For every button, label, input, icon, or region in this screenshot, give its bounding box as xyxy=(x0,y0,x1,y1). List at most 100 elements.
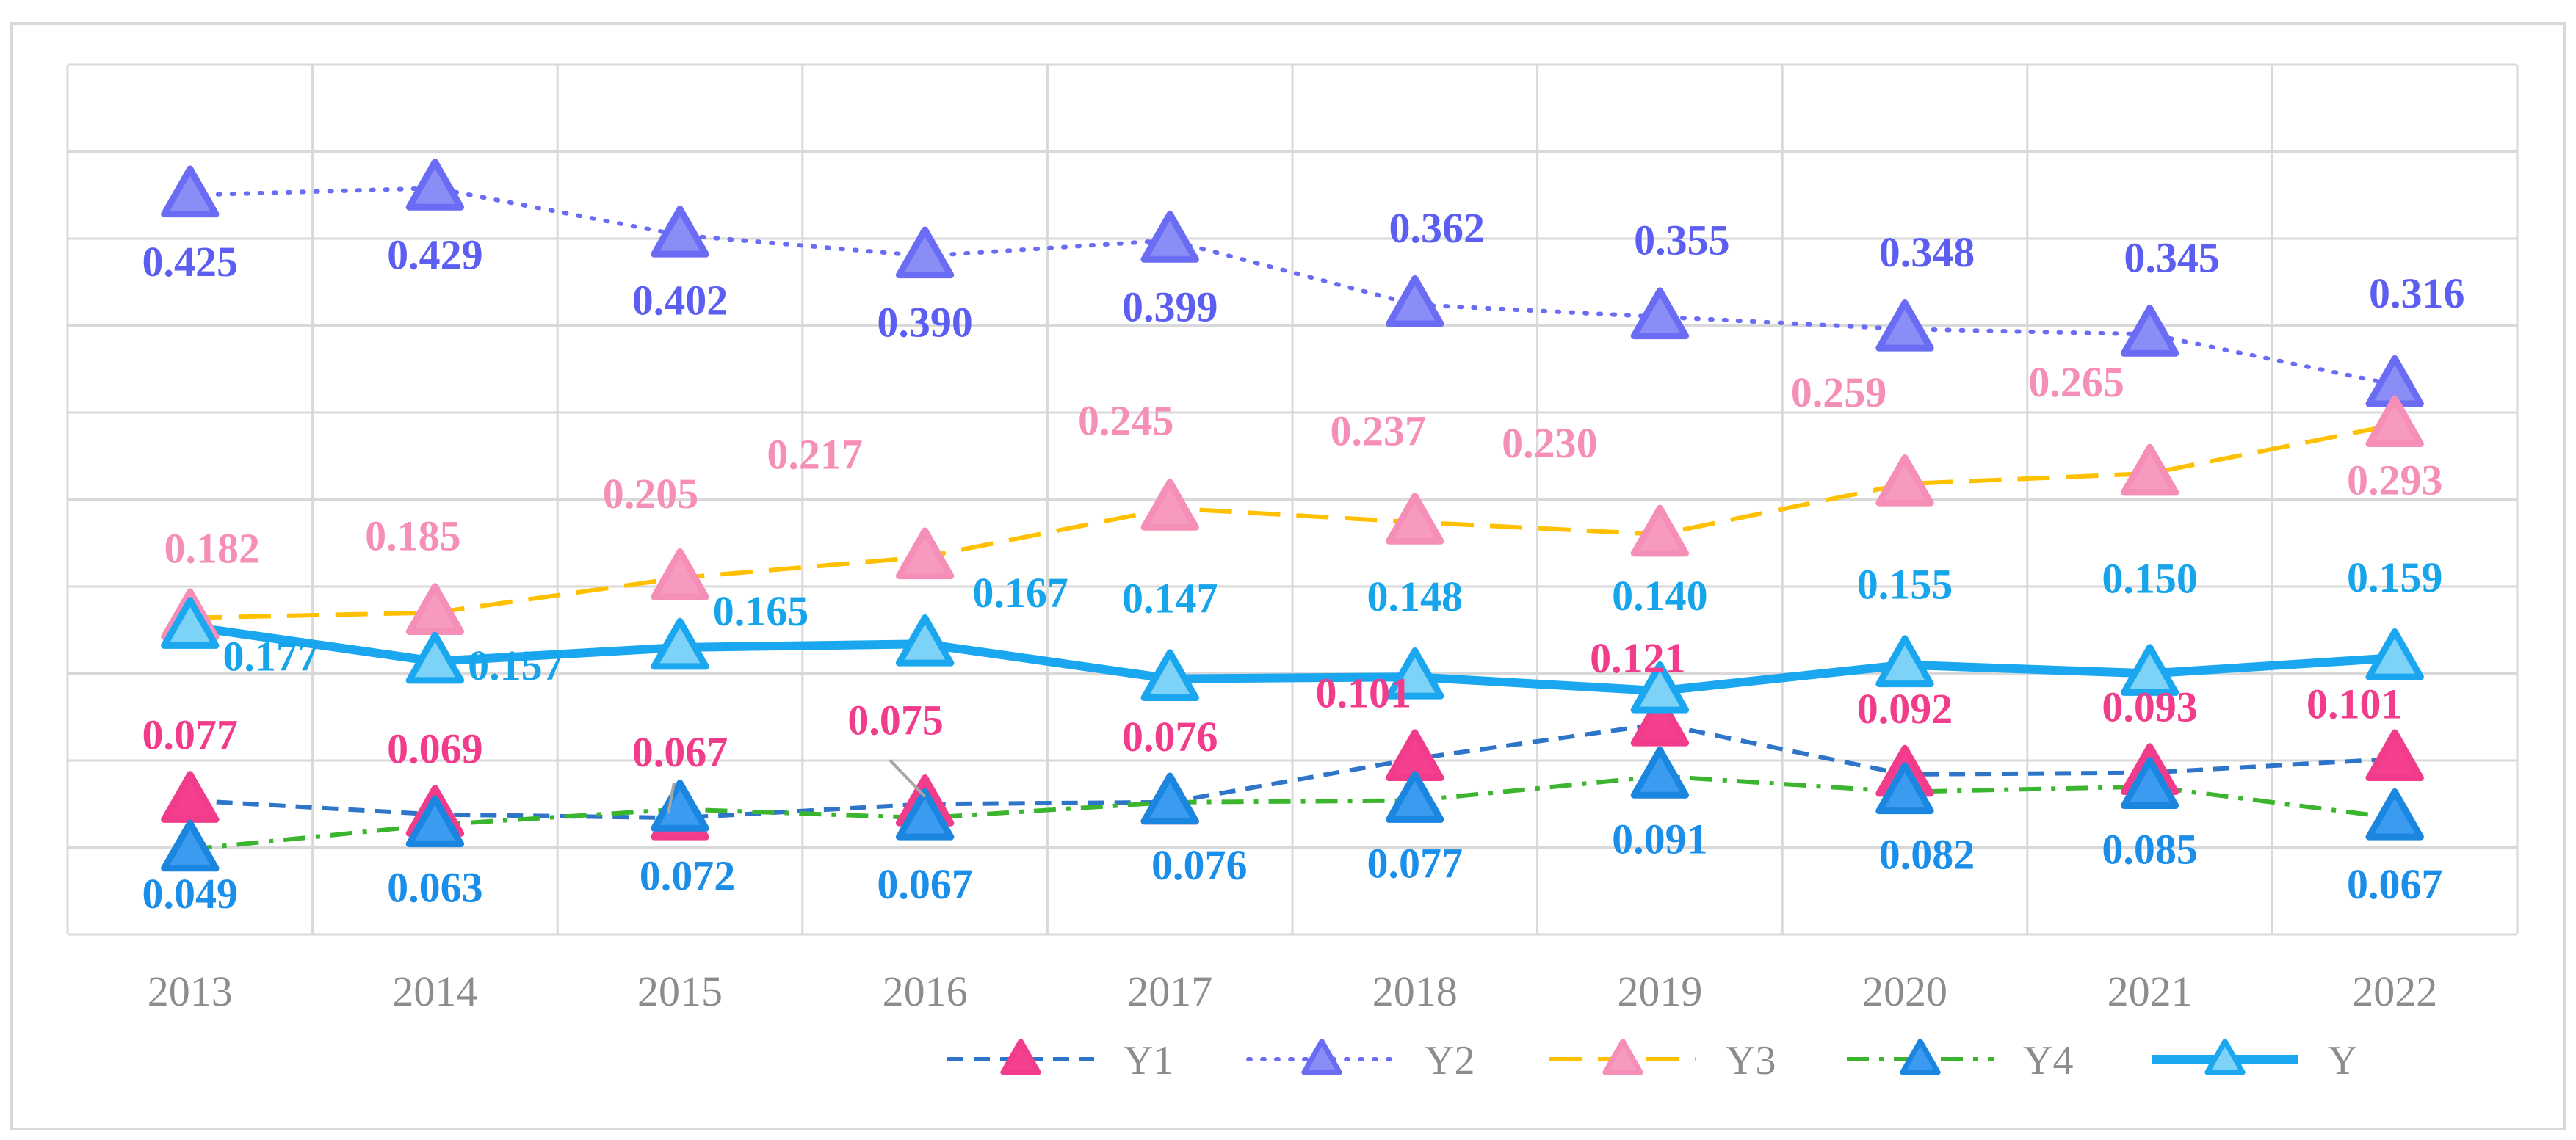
data-point-y4 xyxy=(1140,772,1199,825)
data-label-y: 0.148 xyxy=(1367,573,1464,620)
data-point-y2 xyxy=(1386,275,1444,327)
x-tick-label: 2019 xyxy=(1617,967,1702,1015)
data-label-y4: 0.076 xyxy=(1151,841,1248,889)
data-point-y3 xyxy=(1140,479,1199,531)
data-point-y xyxy=(405,631,465,684)
legend-label: Y3 xyxy=(1726,1038,1776,1083)
x-tick-label: 2013 xyxy=(148,967,233,1015)
x-tick-label: 2017 xyxy=(1127,967,1212,1015)
data-label-y2: 0.390 xyxy=(877,299,973,346)
data-label-y: 0.155 xyxy=(1857,561,1953,609)
data-point-y4 xyxy=(1875,762,1934,815)
data-label-y2: 0.348 xyxy=(1879,228,1975,276)
data-point-y xyxy=(2365,628,2424,680)
data-point-y xyxy=(2120,644,2179,696)
data-label-y4: 0.072 xyxy=(640,852,736,899)
data-point-y4 xyxy=(895,788,955,841)
data-label-y4: 0.085 xyxy=(2102,826,2198,874)
x-tick-label: 2015 xyxy=(637,967,723,1015)
data-label-y: 0.157 xyxy=(468,642,564,689)
legend-marker-icon xyxy=(1301,1038,1342,1075)
data-label-y: 0.177 xyxy=(223,633,319,680)
data-label-y3: 0.185 xyxy=(365,512,461,560)
data-point-y2 xyxy=(1630,287,1690,340)
data-label-y4: 0.067 xyxy=(877,860,973,908)
legend-marker-icon xyxy=(2204,1038,2246,1075)
data-label-y1: 0.121 xyxy=(1590,634,1686,682)
data-point-y xyxy=(651,617,709,670)
data-point-y2 xyxy=(161,165,220,218)
data-point-y4 xyxy=(1386,771,1444,823)
legend-item-y: Y xyxy=(2152,1038,2357,1083)
data-label-y: 0.140 xyxy=(1612,572,1708,620)
legend: Y1 Y2 Y3 Y4 Y xyxy=(947,1038,2357,1083)
data-point-y xyxy=(1386,647,1444,700)
data-point-y4 xyxy=(161,819,220,872)
leader-line xyxy=(667,782,676,814)
data-label-y3: 0.230 xyxy=(1502,419,1598,467)
x-tick-label: 2021 xyxy=(2108,967,2193,1015)
data-label-y4: 0.067 xyxy=(2347,860,2443,908)
data-label-y: 0.147 xyxy=(1122,575,1218,622)
x-tick-label: 2022 xyxy=(2352,967,2437,1015)
data-point-y2 xyxy=(895,226,955,279)
data-point-y xyxy=(1630,661,1690,714)
data-point-y xyxy=(161,597,220,649)
data-label-y: 0.167 xyxy=(972,569,1068,617)
data-label-y2: 0.399 xyxy=(1122,283,1218,330)
data-label-y4: 0.049 xyxy=(142,870,239,918)
data-point-y xyxy=(1875,635,1934,688)
data-label-y1: 0.077 xyxy=(142,711,239,759)
data-point-y1 xyxy=(161,771,220,823)
data-label-y1: 0.101 xyxy=(2307,680,2403,728)
data-label-y2: 0.402 xyxy=(632,276,728,324)
legend-label: Y1 xyxy=(1124,1038,1173,1083)
data-label-y4: 0.082 xyxy=(1879,831,1975,879)
data-point-y2 xyxy=(651,206,709,258)
data-point-y3 xyxy=(1386,493,1444,545)
data-point-y xyxy=(895,614,955,667)
data-label-y1: 0.069 xyxy=(387,725,483,772)
data-label-y4: 0.063 xyxy=(387,864,483,912)
series-markers-y4 xyxy=(161,747,2424,872)
data-label-y4: 0.091 xyxy=(1612,815,1708,863)
data-label-y3: 0.259 xyxy=(1791,368,1887,416)
data-label-y1: 0.067 xyxy=(632,728,728,776)
data-point-y1 xyxy=(2365,729,2424,782)
data-label-y: 0.150 xyxy=(2102,555,2198,603)
data-label-y4: 0.077 xyxy=(1367,840,1464,887)
series-line-y4 xyxy=(189,774,2395,852)
legend-marker-icon xyxy=(1900,1038,1941,1075)
data-point-y4 xyxy=(651,780,709,832)
data-point-y4 xyxy=(405,795,465,848)
data-label-y2: 0.316 xyxy=(2369,269,2465,317)
data-point-y1 xyxy=(1630,694,1690,747)
legend-item-y3: Y3 xyxy=(1549,1038,1776,1083)
data-label-y2: 0.429 xyxy=(387,230,483,278)
legend-marker-icon xyxy=(1602,1038,1643,1075)
data-label-y1: 0.093 xyxy=(2102,683,2198,731)
series-markers-y2 xyxy=(161,159,2424,407)
data-label-y1: 0.076 xyxy=(1122,713,1218,760)
data-label-y2: 0.362 xyxy=(1389,204,1486,252)
leader-line xyxy=(889,758,927,798)
gridlines xyxy=(66,63,2519,936)
data-label-y3: 0.237 xyxy=(1331,407,1427,454)
data-label-y3: 0.245 xyxy=(1078,396,1174,444)
data-label-y2: 0.355 xyxy=(1634,217,1730,264)
x-tick-label: 2014 xyxy=(392,967,477,1015)
data-point-y xyxy=(1140,649,1199,702)
data-point-y2 xyxy=(1875,299,1934,352)
data-point-y4 xyxy=(1630,747,1690,799)
data-point-y2 xyxy=(1140,211,1199,263)
data-point-y3 xyxy=(2365,395,2424,448)
data-point-y3 xyxy=(651,548,709,600)
series-markers-y xyxy=(161,597,2424,714)
data-label-y: 0.159 xyxy=(2347,553,2443,601)
data-point-y3 xyxy=(1875,454,1934,507)
data-point-y3 xyxy=(895,527,955,580)
legend-item-y1: Y1 xyxy=(947,1038,1173,1083)
data-label-y1: 0.092 xyxy=(1857,685,1953,733)
series-line-y xyxy=(189,622,2395,696)
